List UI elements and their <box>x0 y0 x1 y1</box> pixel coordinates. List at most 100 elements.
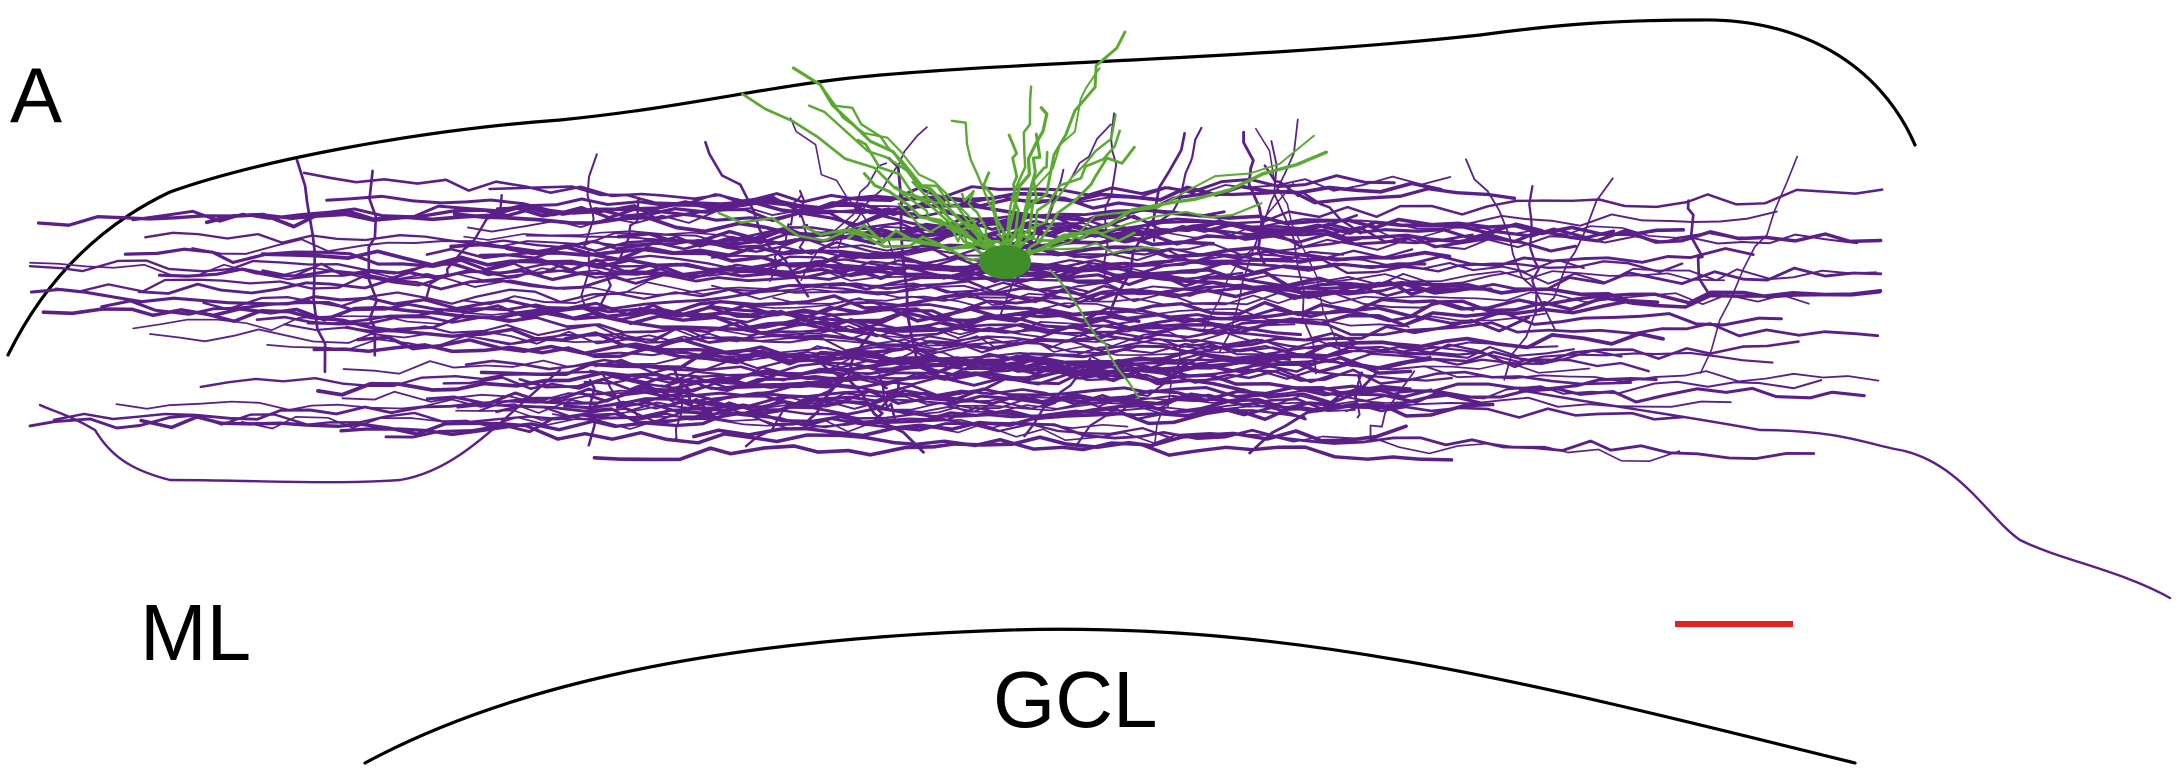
axon-fiber <box>202 281 1089 311</box>
axon-fiber <box>260 249 1636 305</box>
axon-fiber <box>123 247 1382 291</box>
axon-collateral <box>798 189 809 253</box>
axon-branch <box>807 330 875 422</box>
axon-fiber <box>479 298 1660 377</box>
axon-collateral <box>295 158 327 374</box>
axon-collateral <box>800 162 888 282</box>
dendrite-apical <box>818 82 992 242</box>
axon-fiber <box>518 377 1685 421</box>
axon-fiber <box>592 424 1408 462</box>
dendrite-branch <box>717 211 998 262</box>
axon-fiber <box>495 404 1816 461</box>
dendrite-branch <box>1011 30 1127 258</box>
axon-fiber <box>736 288 1883 333</box>
dendrite-branch <box>801 224 1014 260</box>
axon-collateral <box>580 153 598 306</box>
axon-branch <box>587 378 597 447</box>
axon-fiber <box>306 259 1175 326</box>
panel-label: A <box>10 51 62 139</box>
gcl-border <box>363 627 1857 765</box>
axon-fiber <box>255 315 1360 345</box>
axon-branch <box>674 379 684 441</box>
axon-collateral <box>769 194 803 282</box>
axon-branch <box>1369 370 1416 443</box>
axon-collateral <box>1153 126 1203 242</box>
axon-fiber <box>283 323 1575 359</box>
axon-fiber <box>460 267 1878 306</box>
axon-collateral <box>1270 140 1317 375</box>
axon-branch <box>665 364 716 418</box>
pia-outline <box>6 18 1917 357</box>
dendrite-branch <box>1000 106 1049 258</box>
axon-fiber <box>425 386 1866 407</box>
axon-collateral <box>1528 185 1541 315</box>
axon-fiber <box>266 323 1296 351</box>
axon-fiber <box>36 187 1517 227</box>
dendrite-branch <box>1002 228 1136 260</box>
axon-fiber <box>628 290 1882 330</box>
axon-fiber <box>564 312 1547 344</box>
axon-branch <box>1023 357 1092 438</box>
axonal-plexus <box>28 112 1884 463</box>
dendrite-branch <box>960 189 1003 258</box>
axon-branch <box>873 379 901 423</box>
axon-branch <box>1353 371 1364 419</box>
axon-fiber <box>661 350 1880 383</box>
dendrite-branch <box>1006 113 1117 258</box>
dendrite-branch <box>1004 134 1315 257</box>
axon-fiber <box>455 409 1681 463</box>
axon-fiber <box>691 326 1591 374</box>
cell-body <box>979 245 1031 279</box>
axon-fiber <box>666 396 1732 413</box>
ml-layer-label: ML <box>140 588 251 677</box>
axon-fiber <box>28 259 1244 282</box>
axon-collateral <box>1465 158 1556 331</box>
dendrite-branch <box>1001 241 1161 258</box>
axon-collateral <box>1202 182 1294 333</box>
axon-fiber <box>157 260 1427 282</box>
axon-branch <box>817 359 925 454</box>
axon-branch <box>878 373 897 421</box>
axon-fiber <box>692 309 1650 373</box>
axon-collateral <box>367 169 379 357</box>
axon-fiber <box>518 355 1432 404</box>
axon-collateral <box>424 194 503 302</box>
axon-branch <box>589 369 639 417</box>
axon-fiber <box>692 401 1495 439</box>
axon-fiber <box>544 308 1247 393</box>
dendrite-branch <box>1002 150 1328 258</box>
axon-fiber <box>551 392 1470 420</box>
dendrite-branch <box>741 92 1006 258</box>
axon-collateral <box>594 196 640 317</box>
axon-collateral <box>1102 112 1118 286</box>
dendrite-branch <box>994 202 1263 258</box>
axon-collateral <box>1263 164 1362 235</box>
dendrite-branch <box>1012 132 1042 258</box>
axon-collateral <box>1699 155 1799 375</box>
scale-bar <box>1675 621 1793 627</box>
gcl-layer-label: GCL <box>993 655 1158 744</box>
axon-collateral <box>887 156 918 359</box>
dendrite-branch <box>1013 145 1136 258</box>
axon-tail <box>1518 388 2172 600</box>
dendritic-tree <box>717 30 1328 399</box>
axon-collateral <box>1109 132 1186 311</box>
axon-fiber <box>563 386 1433 410</box>
axon-fiber <box>615 401 1307 421</box>
axon-fiber <box>583 343 1484 385</box>
dendrite-branch <box>950 119 1012 258</box>
dendrite-branch <box>1007 133 1020 258</box>
axon-left-loop <box>38 368 562 484</box>
axon-branch <box>1153 346 1181 446</box>
dendrite-branch <box>995 67 1101 257</box>
axon-branch <box>744 376 842 448</box>
axon-collateral <box>1503 177 1614 381</box>
axon-branch <box>1344 371 1364 413</box>
dendrite-descending <box>1048 268 1140 399</box>
axon-branch <box>1075 368 1183 447</box>
axon-collateral <box>1242 130 1267 267</box>
axon-fiber <box>41 305 1141 323</box>
axon-collateral <box>789 117 897 264</box>
axon-collateral <box>1686 199 1711 295</box>
